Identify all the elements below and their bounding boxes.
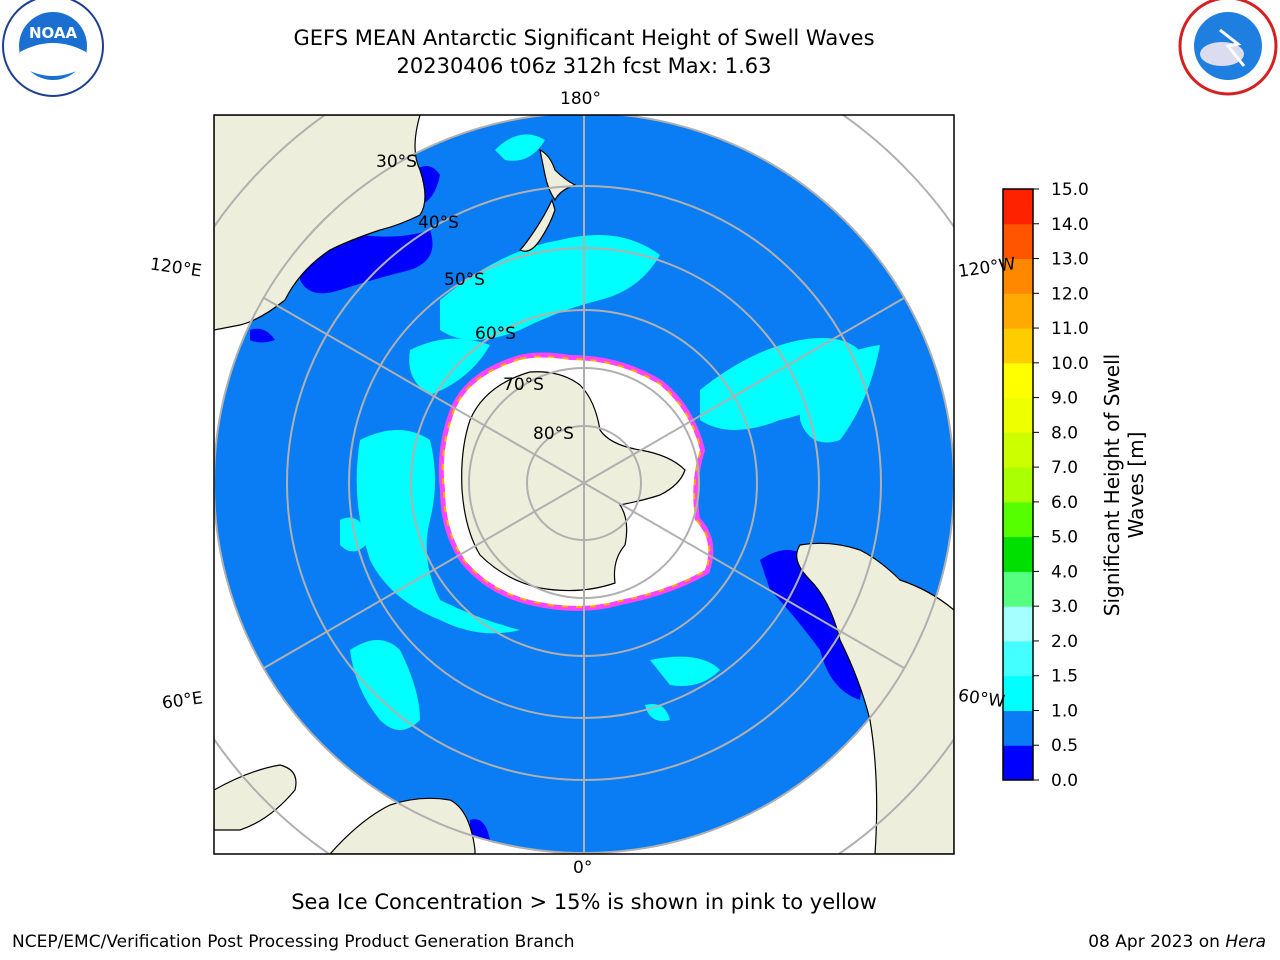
colorbar-tick-label: 10.0 bbox=[1051, 354, 1089, 374]
sea-ice-note: Sea Ice Concentration > 15% is shown in … bbox=[291, 890, 877, 914]
colorbar-segment bbox=[1003, 640, 1033, 677]
colorbar-tick-label: 15.0 bbox=[1051, 180, 1089, 200]
colorbar-tick-label: 8.0 bbox=[1051, 423, 1078, 443]
colorbar-tick-label: 1.5 bbox=[1051, 667, 1078, 687]
colorbar-tick-label: 1.0 bbox=[1051, 701, 1078, 721]
chart-title: GEFS MEAN Antarctic Significant Height o… bbox=[293, 26, 875, 50]
colorbar-segment bbox=[1003, 397, 1033, 433]
lon-label-0: 0° bbox=[573, 858, 593, 878]
colorbar-segment bbox=[1003, 293, 1033, 329]
colorbar-tick-label: 11.0 bbox=[1051, 319, 1089, 339]
lat-label-60s: 60°S bbox=[475, 324, 516, 344]
noaa-logo: NOAA bbox=[2, 0, 104, 97]
lat-label-70s: 70°S bbox=[503, 375, 544, 395]
continents bbox=[214, 115, 954, 854]
colorbar-segment bbox=[1003, 675, 1033, 711]
colorbar-tick-label: 12.0 bbox=[1051, 284, 1089, 304]
colorbar-tick-label: 9.0 bbox=[1051, 389, 1078, 409]
colorbar-tick-label: 5.0 bbox=[1051, 528, 1078, 548]
colorbar-tick-label: 0.0 bbox=[1051, 771, 1078, 791]
colorbar-segment bbox=[1003, 571, 1033, 607]
colorbar-segment bbox=[1003, 258, 1033, 294]
graticule bbox=[214, 115, 954, 854]
date-stamp: 08 Apr 2023 on Hera bbox=[1088, 932, 1266, 952]
credit-text: NCEP/EMC/Verification Post Processing Pr… bbox=[12, 932, 575, 952]
antarctica bbox=[438, 352, 714, 611]
lat-label-50s: 50°S bbox=[444, 270, 485, 290]
lat-label-30s: 30°S bbox=[376, 152, 417, 172]
lon-label-180: 180° bbox=[560, 89, 601, 109]
colorbar-segment bbox=[1003, 223, 1033, 260]
colorbar-tick-label: 4.0 bbox=[1051, 562, 1078, 582]
chart-subtitle: 20230406 t06z 312h fcst Max: 1.63 bbox=[396, 54, 772, 78]
colorbar-tick-label: 6.0 bbox=[1051, 493, 1078, 513]
colorbar-segment bbox=[1003, 189, 1033, 225]
colorbar-tick-label: 2.0 bbox=[1051, 632, 1078, 652]
colorbar-segment bbox=[1003, 710, 1033, 746]
colorbar-segment bbox=[1003, 432, 1033, 468]
colorbar-segment bbox=[1003, 362, 1033, 399]
colorbar-segment bbox=[1003, 745, 1033, 781]
colorbar-tick-label: 13.0 bbox=[1051, 250, 1089, 270]
colorbar-segment bbox=[1003, 328, 1033, 364]
colorbar-tick-label: 0.5 bbox=[1051, 736, 1078, 756]
nws-logo bbox=[1178, 0, 1278, 96]
colorbar-tick-label: 3.0 bbox=[1051, 597, 1078, 617]
colorbar-tick-label: 7.0 bbox=[1051, 458, 1078, 478]
colorbar-segment bbox=[1003, 606, 1033, 642]
colorbar-segment bbox=[1003, 467, 1033, 503]
colorbar-segment bbox=[1003, 501, 1033, 538]
svg-text:NOAA: NOAA bbox=[29, 24, 78, 42]
colorbar-segment bbox=[1003, 536, 1033, 572]
lat-label-80s: 80°S bbox=[533, 424, 574, 444]
colorbar: 0.0 0.5 1.0 1.5 2.0 3.0 4.0 5.0 6.0 7.0 8.0 9.0 10.0… bbox=[1002, 180, 1089, 791]
lat-label-40s: 40°S bbox=[418, 213, 459, 233]
colorbar-tick-label: 14.0 bbox=[1051, 215, 1089, 235]
